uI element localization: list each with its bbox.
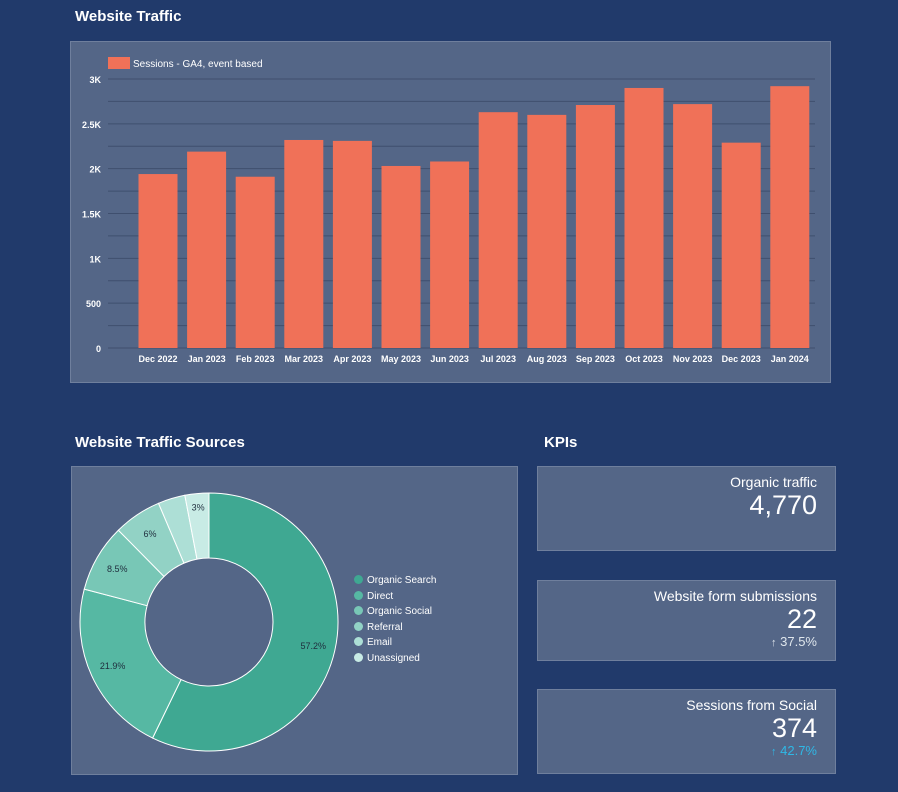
kpi-value: 4,770 [749,490,817,520]
legend-dot-icon [354,621,363,631]
x-tick-label: Jul 2023 [480,354,516,364]
kpi-card-form-submissions: Website form submissions 22 ↑ 37.5% [537,580,836,661]
x-tick-label: Jan 2023 [188,354,226,364]
donut-slice[interactable] [79,588,182,739]
kpi-delta-value: 37.5% [780,634,817,649]
legend-label[interactable]: Sessions - GA4, event based [133,59,263,70]
bar[interactable] [575,105,615,349]
x-tick-label: Aug 2023 [527,354,567,364]
kpi-label: Website form submissions [653,588,817,604]
x-tick-label: Jun 2023 [430,354,469,364]
y-tick-label: 2K [89,165,101,175]
legend-item-referral[interactable]: Referral [354,621,403,633]
sources-section-title: Website Traffic Sources [75,434,245,451]
bar[interactable] [527,114,567,348]
x-tick-label: Dec 2023 [722,354,761,364]
bar[interactable] [138,174,178,348]
bar[interactable] [478,112,518,348]
legend-dot-icon [354,575,363,584]
legend-item-organic-social[interactable]: Organic Social [354,606,432,617]
legend-label: Direct [367,590,394,602]
y-tick-label: 3K [89,75,101,85]
kpi-value: 374 [771,713,817,743]
kpi-value: 22 [786,604,817,634]
x-tick-label: May 2023 [381,354,421,364]
bar[interactable] [673,104,713,349]
bar[interactable] [235,176,275,348]
bar[interactable] [284,139,324,348]
kpi-label: Organic traffic [730,474,817,490]
kpis-section-title: KPIs [544,434,578,451]
legend-dot-icon [354,653,363,662]
x-tick-label: Feb 2023 [236,354,275,364]
y-tick-label: 2.5K [82,120,102,130]
sources-chart-panel: 57.2% 21.9% 8.5% 6% 3% Organic Search Direct O… [71,466,518,775]
x-tick-label: Apr 2023 [333,354,371,364]
bar[interactable] [332,140,372,348]
kpi-delta: ↑ 37.5% [538,633,817,652]
kpi-label: Sessions from Social [686,697,817,713]
legend-label: Email [367,637,393,649]
legend-item-unassigned[interactable]: Unassigned [354,653,420,664]
bar[interactable] [770,86,810,348]
slice-label: 3% [192,503,205,513]
x-tick-label: Dec 2022 [138,354,177,364]
legend-dot-icon [354,606,363,616]
legend-label: Unassigned [367,653,420,664]
legend-item-organic-search[interactable]: Organic Search [354,575,436,586]
slice-label: 8.5% [107,564,128,574]
x-tick-label: Jan 2024 [771,354,809,364]
slice-label: 57.2% [301,641,327,651]
bar[interactable] [381,165,421,348]
kpi-delta: ↑ 42.7% [538,742,817,761]
legend-label: Organic Social [367,606,433,618]
arrow-up-icon: ↑ [771,746,777,758]
x-tick-label: Sep 2023 [576,354,615,364]
bar[interactable] [721,142,761,348]
traffic-sources-donut-chart: 57.2% 21.9% 8.5% 6% 3% [79,492,339,752]
legend-label: Organic Search [367,575,437,586]
traffic-chart-panel: Sessions - GA4, event based Dec 2022 Jan … [70,41,831,383]
x-tick-label: Oct 2023 [625,354,663,364]
legend-dot-icon [354,637,363,647]
donut-slice[interactable] [151,492,339,752]
x-tick-label: Nov 2023 [673,354,713,364]
legend-swatch [108,57,130,69]
slice-label: 6% [143,529,156,539]
x-tick-label: Mar 2023 [285,354,324,364]
traffic-section-title: Website Traffic [75,8,182,25]
y-tick-label: 1.5K [82,210,102,220]
arrow-up-icon: ↑ [771,637,777,649]
legend-dot-icon [354,590,363,600]
kpi-delta-value: 42.7% [780,743,817,758]
legend-item-direct[interactable]: Direct [354,590,394,602]
kpi-card-organic-traffic: Organic traffic 4,770 [537,466,836,551]
legend-item-email[interactable]: Email [354,637,392,648]
slice-label: 21.9% [100,661,126,671]
bar[interactable] [624,87,664,348]
bar[interactable] [430,161,470,348]
kpi-card-social-sessions: Sessions from Social 374 ↑ 42.7% [537,689,836,774]
y-tick-label: 0 [96,344,101,354]
y-tick-label: 500 [86,299,101,309]
traffic-bar-chart: Sessions - GA4, event based Dec 2022 Jan … [82,57,815,364]
donut-legend: Organic Search Direct Organic Social Referr… [354,575,504,675]
donut-slice[interactable] [184,492,210,560]
y-tick-label: 1K [89,254,101,264]
legend-label: Referral [367,621,403,633]
bar[interactable] [187,151,227,348]
